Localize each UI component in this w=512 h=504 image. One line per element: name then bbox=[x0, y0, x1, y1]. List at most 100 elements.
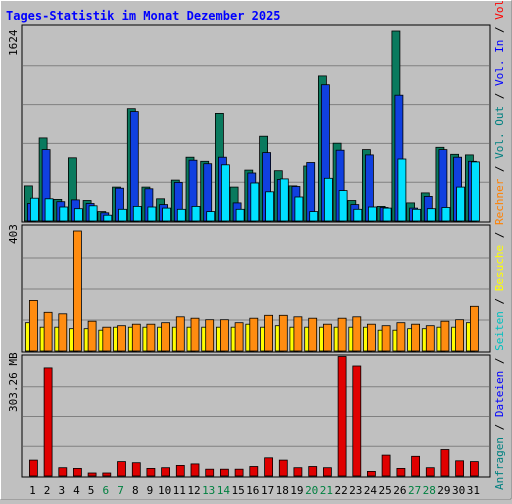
x-tick-label-day-1: 1 bbox=[29, 484, 36, 497]
seiten-bar-day-23 bbox=[353, 208, 363, 222]
x-tick-label-day-12: 12 bbox=[187, 484, 200, 497]
volumen-bar-day-26 bbox=[396, 467, 406, 477]
x-tick-label-day-14: 14 bbox=[217, 484, 231, 497]
x-tick-label-day-3: 3 bbox=[58, 484, 65, 497]
volumen-bar-day-2 bbox=[43, 367, 53, 477]
seiten-bar-day-27 bbox=[412, 208, 422, 222]
x-tick-label-day-2: 2 bbox=[44, 484, 51, 497]
x-tick-label-day-31: 31 bbox=[467, 484, 480, 497]
x-axis-day-labels: 1 2 3 4 5 6 7 8 9 10 11 12 13 14 15 16 17 18 19 20 21 22 23 24 2… bbox=[29, 484, 480, 497]
rechner-bar-day-23 bbox=[352, 316, 362, 352]
volumen-bar-day-12 bbox=[190, 463, 200, 477]
rechner-bar-day-16 bbox=[249, 317, 259, 352]
x-tick-label-day-23: 23 bbox=[349, 484, 362, 497]
volume-y-max-label: 303.26 MB bbox=[7, 352, 20, 412]
x-tick-label-day-15: 15 bbox=[231, 484, 244, 497]
seiten-bar-day-16 bbox=[250, 182, 260, 222]
rechner-bar-day-5 bbox=[87, 320, 97, 352]
volumen-bar-day-7 bbox=[117, 461, 126, 477]
rechner-bar-day-17 bbox=[264, 314, 274, 352]
hits-y-max-label: 1624 bbox=[7, 29, 20, 56]
x-tick-label-day-11: 11 bbox=[173, 484, 186, 497]
volumen-bar-day-23 bbox=[352, 365, 362, 477]
x-tick-label-day-10: 10 bbox=[158, 484, 171, 497]
x-tick-label-day-18: 18 bbox=[276, 484, 289, 497]
rechner-bar-day-7 bbox=[117, 325, 126, 352]
legend-entry: Seiten bbox=[493, 311, 506, 351]
volumen-bar-day-8 bbox=[131, 462, 141, 477]
rechner-bar-day-19 bbox=[293, 316, 303, 352]
seiten-bar-day-19 bbox=[294, 196, 304, 222]
x-tick-label-day-30: 30 bbox=[452, 484, 465, 497]
rechner-bar-day-14 bbox=[219, 319, 229, 352]
seiten-bar-day-8 bbox=[132, 205, 142, 222]
x-tick-label-day-20: 20 bbox=[305, 484, 318, 497]
volumen-bar-day-1 bbox=[28, 459, 38, 477]
legend-entry: Vol. In bbox=[493, 40, 506, 86]
rechner-bar-day-27 bbox=[411, 323, 421, 352]
volumen-bar-day-6 bbox=[102, 472, 112, 477]
volumen-bar-day-25 bbox=[381, 454, 391, 477]
volumen-bar-day-19 bbox=[293, 467, 303, 477]
x-tick-label-day-5: 5 bbox=[88, 484, 95, 497]
seiten-bar-day-25 bbox=[382, 207, 392, 222]
x-tick-label-day-21: 21 bbox=[320, 484, 333, 497]
legend-entry: / bbox=[493, 291, 506, 311]
rechner-bar-day-2 bbox=[43, 311, 53, 352]
rechner-bar-day-26 bbox=[396, 322, 406, 352]
volumen-bar-day-11 bbox=[175, 464, 185, 477]
dateien-bar-day-8 bbox=[129, 111, 139, 222]
legend-entry: Anfragen bbox=[493, 437, 506, 490]
rechner-bar-day-28 bbox=[425, 325, 435, 352]
volumen-bar-day-16 bbox=[249, 466, 259, 477]
x-tick-label-day-17: 17 bbox=[261, 484, 274, 497]
volumen-bar-day-27 bbox=[411, 455, 421, 477]
legend-entry: / bbox=[493, 20, 506, 40]
rechner-bar-day-10 bbox=[161, 322, 171, 352]
legend-entry: / bbox=[493, 351, 506, 371]
seiten-bar-day-28 bbox=[426, 208, 436, 222]
rechner-bar-day-31 bbox=[469, 305, 479, 352]
seiten-bar-day-30 bbox=[456, 186, 466, 222]
volumen-bar-day-31 bbox=[469, 461, 479, 477]
volumen-bar-day-4 bbox=[73, 467, 82, 477]
x-tick-label-day-9: 9 bbox=[147, 484, 154, 497]
rechner-bar-day-22 bbox=[337, 317, 347, 352]
rechner-bar-day-3 bbox=[58, 313, 68, 352]
x-tick-label-day-26: 26 bbox=[393, 484, 406, 497]
seiten-bar-day-11 bbox=[176, 208, 186, 222]
rechner-bar-day-18 bbox=[278, 314, 288, 352]
x-tick-label-day-29: 29 bbox=[437, 484, 450, 497]
x-tick-label-day-6: 6 bbox=[102, 484, 109, 497]
rechner-bar-day-21 bbox=[322, 323, 332, 352]
rechner-bar-day-13 bbox=[205, 319, 215, 352]
volumen-bar-day-28 bbox=[425, 467, 435, 477]
volumen-bar-day-15 bbox=[234, 468, 244, 477]
x-tick-label-day-28: 28 bbox=[423, 484, 436, 497]
seiten-bar-day-5 bbox=[88, 205, 98, 222]
seiten-bar-day-24 bbox=[367, 206, 377, 222]
volumen-bar-day-22 bbox=[337, 356, 347, 477]
volumen-bar-day-9 bbox=[146, 467, 156, 477]
x-tick-label-day-4: 4 bbox=[73, 484, 80, 497]
chart-title: Tages-Statistik im Monat Dezember 2025 bbox=[6, 9, 281, 23]
seiten-bar-day-18 bbox=[279, 178, 289, 222]
x-tick-label-day-16: 16 bbox=[246, 484, 259, 497]
seiten-bar-day-13 bbox=[206, 211, 216, 222]
volumen-bar-day-3 bbox=[58, 467, 68, 477]
rechner-bar-day-25 bbox=[381, 325, 391, 352]
rechner-bar-day-30 bbox=[455, 319, 465, 352]
volumen-bar-day-13 bbox=[205, 468, 215, 477]
seiten-bar-day-3 bbox=[59, 206, 69, 222]
x-tick-label-day-24: 24 bbox=[364, 484, 378, 497]
seiten-bar-day-6 bbox=[103, 214, 113, 222]
rechner-bar-day-8 bbox=[131, 323, 141, 352]
x-tick-label-day-8: 8 bbox=[132, 484, 139, 497]
seiten-bar-day-17 bbox=[265, 191, 275, 222]
volumen-bar-day-20 bbox=[308, 466, 318, 477]
seiten-bar-day-14 bbox=[220, 164, 230, 222]
rechner-bar-day-4 bbox=[73, 230, 82, 352]
volumen-bar-day-29 bbox=[440, 449, 450, 477]
